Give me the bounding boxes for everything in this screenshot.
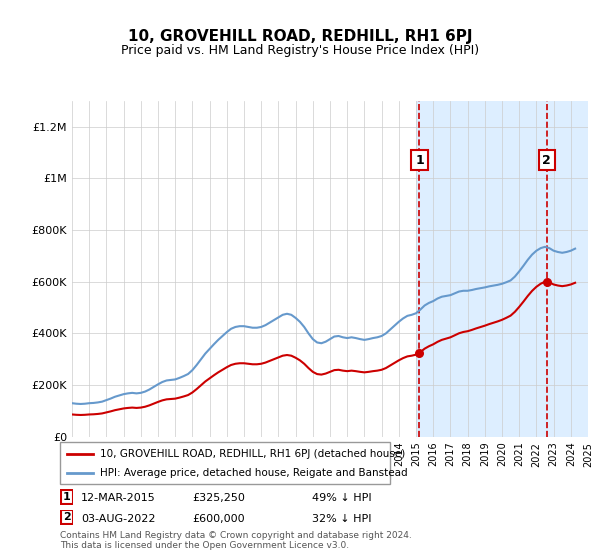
FancyBboxPatch shape	[60, 442, 390, 484]
Text: 1: 1	[415, 154, 424, 167]
Text: 03-AUG-2022: 03-AUG-2022	[81, 514, 155, 524]
Text: £325,250: £325,250	[192, 493, 245, 503]
Bar	[416, 101, 588, 437]
Text: 32% ↓ HPI: 32% ↓ HPI	[312, 514, 371, 524]
Text: 49% ↓ HPI: 49% ↓ HPI	[312, 493, 371, 503]
Point	[415, 348, 424, 357]
Text: 2: 2	[63, 512, 70, 522]
Text: 10, GROVEHILL ROAD, REDHILL, RH1 6PJ (detached house): 10, GROVEHILL ROAD, REDHILL, RH1 6PJ (de…	[100, 449, 405, 459]
Text: 12-MAR-2015: 12-MAR-2015	[81, 493, 156, 503]
Text: £600,000: £600,000	[192, 514, 245, 524]
Text: 1: 1	[63, 492, 70, 502]
Text: 10, GROVEHILL ROAD, REDHILL, RH1 6PJ: 10, GROVEHILL ROAD, REDHILL, RH1 6PJ	[128, 29, 472, 44]
Text: 2: 2	[542, 154, 551, 167]
FancyBboxPatch shape	[61, 510, 73, 525]
Text: Price paid vs. HM Land Registry's House Price Index (HPI): Price paid vs. HM Land Registry's House …	[121, 44, 479, 57]
Text: HPI: Average price, detached house, Reigate and Banstead: HPI: Average price, detached house, Reig…	[100, 468, 407, 478]
FancyBboxPatch shape	[61, 490, 73, 505]
Point	[542, 277, 551, 286]
Text: Contains HM Land Registry data © Crown copyright and database right 2024.
This d: Contains HM Land Registry data © Crown c…	[60, 531, 412, 550]
